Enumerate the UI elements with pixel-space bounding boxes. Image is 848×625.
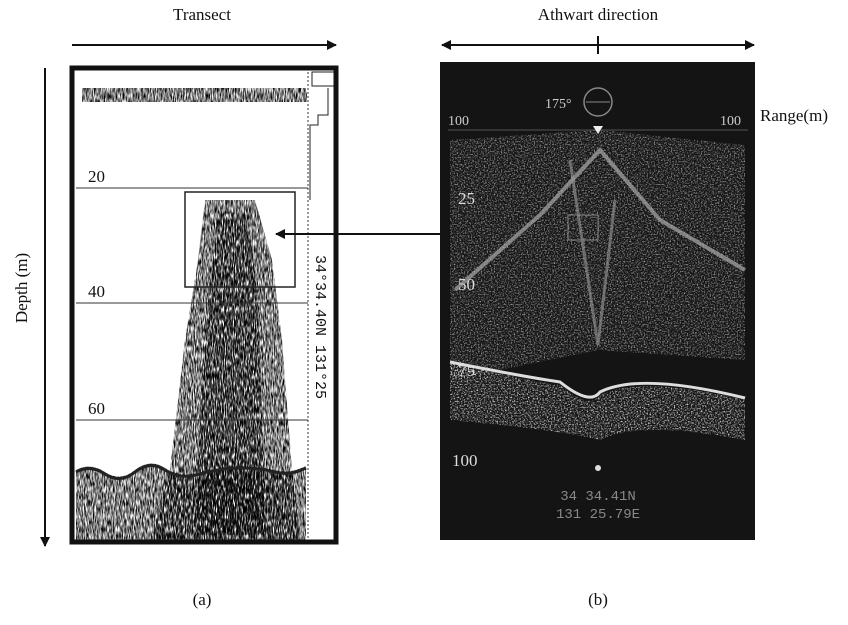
figure: Transect Depth (m) 20 40 60 34°34.40N 13… — [0, 0, 848, 620]
caption: (a) — [193, 590, 212, 609]
sonar-image — [440, 62, 755, 540]
heading: Transect — [173, 5, 231, 24]
range-tick: 100 — [452, 451, 478, 470]
top-label: 100 — [448, 114, 469, 129]
caption: (b) — [588, 590, 608, 609]
position-text: 34 34.41N — [560, 489, 636, 505]
depth-label: 20 — [88, 167, 105, 186]
range-tick: 50 — [458, 275, 475, 294]
depth-label: 40 — [88, 282, 105, 301]
position-text: 131 25.79E — [556, 507, 640, 523]
side-text: 34°34.40N 131°25 — [311, 255, 328, 399]
heading: Athwart direction — [538, 5, 659, 24]
depth-label: 60 — [88, 399, 105, 418]
axis-label: Depth (m) — [12, 253, 31, 323]
range-tick: 75 — [458, 361, 475, 380]
page: Transect Depth (m) 20 40 60 34°34.40N 13… — [0, 0, 848, 620]
range-label: Range(m) — [760, 106, 828, 125]
top-label: 100 — [720, 114, 741, 129]
range-tick: 25 — [458, 189, 475, 208]
echogram — [72, 68, 336, 542]
top-label: 175° — [545, 97, 572, 112]
